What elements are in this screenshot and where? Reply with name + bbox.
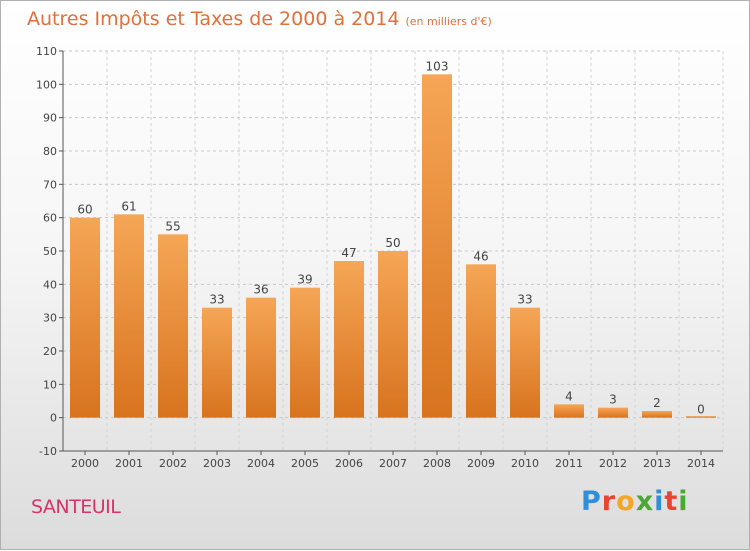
- bar-2013: [642, 411, 672, 418]
- y-tick-label: 50: [43, 245, 57, 258]
- x-tick-label: 2001: [115, 457, 143, 470]
- x-tick-label: 2010: [511, 457, 539, 470]
- x-tick-label: 2004: [247, 457, 275, 470]
- proxiti-logo: Proxiti: [581, 486, 689, 517]
- data-label: 50: [385, 236, 400, 250]
- y-tick-label: 80: [43, 145, 57, 158]
- bar-2003: [202, 307, 232, 418]
- x-tick-label: 2009: [467, 457, 495, 470]
- y-tick-label: 10: [43, 378, 57, 391]
- bar-2009: [466, 264, 496, 418]
- logo-letter: t: [664, 486, 679, 517]
- chart-title: Autres Impôts et Taxes de 2000 à 2014 (en…: [27, 8, 492, 30]
- x-tick-label: 2000: [71, 457, 99, 470]
- y-tick-label: 90: [43, 112, 57, 125]
- y-tick-label: 40: [43, 278, 57, 291]
- data-label: 103: [426, 59, 449, 73]
- x-tick-label: 2012: [599, 457, 627, 470]
- x-tick-label: 2005: [291, 457, 319, 470]
- data-label: 4: [565, 389, 573, 403]
- bar-2010: [510, 307, 540, 418]
- data-label: 36: [253, 283, 268, 297]
- logo-letter: o: [616, 486, 636, 517]
- x-tick-label: 2002: [159, 457, 187, 470]
- bars: [70, 74, 716, 418]
- bar-2005: [290, 287, 320, 418]
- x-tick-label: 2006: [335, 457, 363, 470]
- labels: -100102030405060708090100110602000612001…: [36, 45, 715, 470]
- x-tick-label: 2014: [687, 457, 715, 470]
- y-tick-label: 100: [36, 78, 57, 91]
- commune-name: SANTEUIL: [31, 496, 121, 518]
- bar-2012: [598, 407, 628, 418]
- y-tick-label: 0: [50, 412, 57, 425]
- data-label: 33: [209, 293, 224, 307]
- x-tick-label: 2013: [643, 457, 671, 470]
- data-label: 3: [609, 393, 617, 407]
- bar-2006: [334, 261, 364, 418]
- logo-letter: P: [581, 486, 602, 517]
- y-tick-label: 60: [43, 212, 57, 225]
- y-tick-label: 30: [43, 312, 57, 325]
- bar-2007: [378, 251, 408, 418]
- y-tick-label: -10: [39, 445, 57, 458]
- data-label: 46: [473, 249, 488, 263]
- chart-title-text: Autres Impôts et Taxes de 2000 à 2014: [27, 8, 400, 30]
- x-tick-label: 2007: [379, 457, 407, 470]
- x-tick-label: 2003: [203, 457, 231, 470]
- data-label: 60: [77, 203, 92, 217]
- data-label: 61: [121, 199, 136, 213]
- data-label: 33: [517, 293, 532, 307]
- bar-2001: [114, 214, 144, 418]
- bar-2000: [70, 217, 100, 418]
- data-label: 47: [341, 246, 356, 260]
- logo-letter: i: [678, 486, 689, 517]
- x-tick-label: 2008: [423, 457, 451, 470]
- data-label: 2: [653, 396, 661, 410]
- logo-letter: x: [635, 486, 655, 517]
- y-tick-label: 110: [36, 45, 57, 58]
- chart-subtitle: (en milliers d'€): [405, 15, 492, 28]
- data-label: 39: [297, 273, 312, 287]
- logo-letter: i: [654, 486, 665, 517]
- axes: [59, 50, 723, 455]
- bar-2011: [554, 404, 584, 418]
- bar-2004: [246, 297, 276, 418]
- bar-2008: [422, 74, 452, 418]
- y-tick-label: 20: [43, 345, 57, 358]
- x-tick-label: 2011: [555, 457, 583, 470]
- bar-2002: [158, 234, 188, 418]
- logo-letter: r: [601, 486, 617, 517]
- y-tick-label: 70: [43, 178, 57, 191]
- data-label: 0: [697, 403, 705, 417]
- data-label: 55: [165, 219, 180, 233]
- bar-2014: [686, 416, 716, 418]
